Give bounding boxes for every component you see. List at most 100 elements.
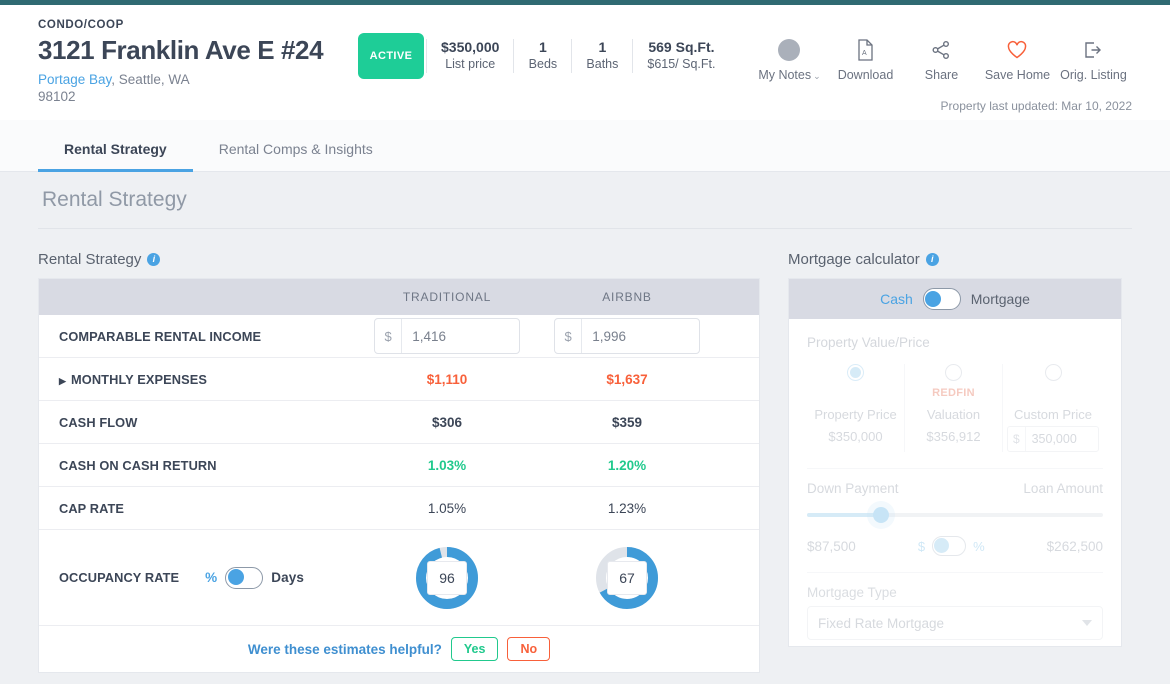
option-name: Valuation — [926, 407, 981, 422]
tab-rental-strategy[interactable]: Rental Strategy — [38, 141, 193, 172]
rental-strategy-column: Rental Strategy i TRADITIONAL AIRBNB COM… — [38, 251, 760, 673]
property-address: 3121 Franklin Ave E #24 — [38, 35, 324, 65]
feedback-row: Were these estimates helpful? Yes No — [39, 626, 759, 672]
row-label-text: MONTHLY EXPENSES — [71, 371, 208, 387]
input-field[interactable] — [582, 319, 699, 353]
comparable-rental-income-traditional-input[interactable]: $ — [374, 318, 520, 354]
stat-label: List price — [445, 57, 496, 71]
chevron-down-icon[interactable] — [1082, 620, 1092, 626]
row-label-monthly-expenses[interactable]: ▶ MONTHLY EXPENSES — [39, 372, 357, 387]
option-value: $356,912 — [926, 429, 981, 444]
share-button[interactable]: Share — [903, 37, 979, 82]
my-notes-label: My Notes — [758, 68, 812, 82]
property-value-options: Property Price $350,000 REDFIN Valuation… — [807, 364, 1103, 452]
table-row: CASH FLOW $306 $359 — [39, 401, 759, 444]
radio-icon[interactable] — [945, 364, 962, 381]
comparable-rental-income-airbnb-input[interactable]: $ — [554, 318, 700, 354]
occupancy-label-cell: OCCUPANCY RATE % Days — [39, 566, 357, 589]
stat-list-price: $350,000 List price — [426, 39, 513, 73]
save-home-button[interactable]: Save Home — [979, 37, 1055, 82]
header-actions: My Notes ⌄ A Download Share — [751, 15, 1131, 82]
table-header-row: TRADITIONAL AIRBNB — [39, 279, 759, 315]
cell-airbnb: $1,637 — [606, 371, 648, 387]
table-row[interactable]: ▶ MONTHLY EXPENSES $1,110 $1,637 — [39, 358, 759, 401]
table-row: CAP RATE 1.05% 1.23% — [39, 487, 759, 530]
stat-label: Beds — [528, 57, 558, 71]
radio-icon[interactable] — [1044, 364, 1062, 381]
page-title: Rental Strategy — [38, 172, 1132, 229]
toggle-label-mortgage: Mortgage — [970, 291, 1030, 307]
loan-amount-label: Loan Amount — [1023, 481, 1103, 496]
down-payment-values: $87,500 $ % $262,500 — [807, 536, 1103, 556]
top-accent-bar — [0, 0, 1170, 5]
occupancy-donut-airbnb: 67 — [595, 546, 659, 610]
tab-bar: Rental Strategy Rental Comps & Insights — [0, 120, 1170, 172]
column-header-airbnb: AIRBNB — [602, 290, 652, 304]
stat-value: $350,000 — [441, 39, 500, 55]
row-label-cash-flow: CASH FLOW — [59, 414, 138, 430]
input-field[interactable] — [402, 319, 519, 353]
page-body: Rental Strategy Rental Strategy i TRADIT… — [0, 172, 1170, 673]
feedback-question: Were these estimates helpful? — [247, 641, 442, 657]
row-label-comparable-rental-income: COMPARABLE RENTAL INCOME — [59, 328, 262, 344]
property-summary: CONDO/COOP 3121 Franklin Ave E #24 Porta… — [38, 15, 358, 104]
occupancy-toggle-switch[interactable] — [225, 566, 264, 589]
option-property-price[interactable]: Property Price $350,000 — [807, 364, 904, 452]
dollar-percent-toggle[interactable]: $ % — [918, 536, 985, 556]
radio-icon[interactable] — [847, 364, 864, 381]
cash-mortgage-toggle-switch[interactable] — [922, 288, 961, 310]
dollar-percent-toggle-switch[interactable] — [932, 536, 967, 556]
divider — [807, 468, 1103, 469]
cell-airbnb: 1.23% — [607, 500, 647, 516]
mortgage-type-select[interactable]: Fixed Rate Mortgage — [807, 606, 1103, 640]
option-redfin-valuation[interactable]: REDFIN Valuation $356,912 — [904, 364, 1002, 452]
column-header-traditional: TRADITIONAL — [402, 290, 492, 304]
table-row-occupancy: OCCUPANCY RATE % Days — [39, 530, 759, 626]
info-icon[interactable]: i — [925, 253, 939, 266]
content-columns: Rental Strategy i TRADITIONAL AIRBNB COM… — [38, 229, 1132, 673]
feedback-yes-button[interactable]: Yes — [450, 637, 499, 661]
toggle-label-days: Days — [271, 570, 304, 585]
down-payment-amount: $87,500 — [807, 538, 856, 554]
toggle-label-percent: % — [973, 538, 985, 554]
redfin-brand-label: REDFIN — [932, 387, 975, 399]
cell-traditional: $306 — [431, 414, 463, 430]
down-payment-slider[interactable] — [807, 504, 1103, 526]
orig-listing-button[interactable]: Orig. Listing — [1055, 37, 1131, 82]
save-home-label: Save Home — [984, 68, 1051, 82]
slider-fill — [807, 513, 881, 517]
row-label-occupancy-rate: OCCUPANCY RATE — [59, 570, 180, 585]
property-zip: 98102 — [38, 89, 76, 104]
toggle-label-percent: % — [205, 570, 218, 585]
slider-track[interactable] — [807, 513, 1103, 517]
feedback-no-button[interactable]: No — [507, 637, 551, 661]
down-payment-labels: Down Payment Loan Amount — [807, 481, 1103, 496]
download-label: Download — [837, 68, 894, 82]
property-stats: ACTIVE $350,000 List price 1 Beds 1 Bath… — [358, 15, 729, 79]
mortgage-type-label: Mortgage Type — [807, 585, 897, 600]
table-row: CASH ON CASH RETURN 1.03% 1.20% — [39, 444, 759, 487]
cell-airbnb: $ — [537, 318, 717, 354]
row-label-cap-rate: CAP RATE — [59, 500, 125, 516]
occupancy-unit-toggle[interactable]: % Days — [205, 566, 304, 589]
my-notes-button[interactable]: My Notes ⌄ — [751, 37, 827, 82]
toggle-label-dollar: $ — [917, 538, 926, 554]
cell-traditional: $ — [357, 318, 537, 354]
info-icon[interactable]: i — [147, 253, 161, 266]
currency-prefix: $ — [555, 319, 583, 353]
custom-price-input[interactable]: $ — [1007, 426, 1099, 452]
row-label-cash-on-cash-return: CASH ON CASH RETURN — [59, 457, 217, 473]
chevron-right-icon[interactable]: ▶ — [59, 375, 67, 386]
last-updated-text: Property last updated: Mar 10, 2022 — [940, 99, 1132, 113]
neighborhood-link[interactable]: Portage Bay — [38, 72, 112, 87]
table-row: COMPARABLE RENTAL INCOME $ $ — [39, 315, 759, 358]
download-button[interactable]: A Download — [827, 37, 903, 82]
option-custom-price[interactable]: Custom Price $ — [1002, 364, 1103, 452]
mortgage-calculator-card: Cash Mortgage Property Value/Price Prope… — [788, 278, 1122, 647]
slider-thumb[interactable] — [873, 507, 889, 523]
cell-airbnb: 67 — [537, 546, 717, 610]
input-field[interactable] — [1025, 427, 1098, 451]
cell-traditional: 1.03% — [427, 457, 467, 473]
tab-rental-comps-insights[interactable]: Rental Comps & Insights — [218, 141, 373, 157]
option-value: $350,000 — [828, 429, 883, 444]
